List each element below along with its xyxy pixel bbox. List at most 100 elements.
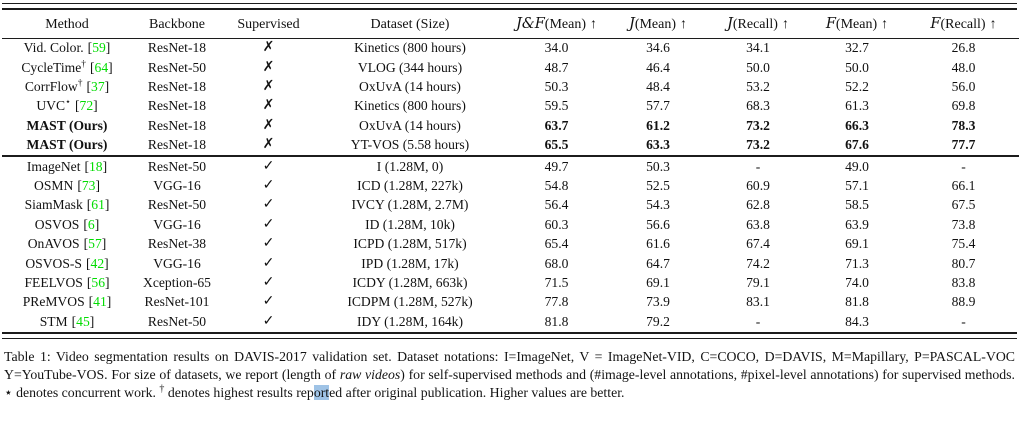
f-recall-cell: 78.3 bbox=[951, 117, 976, 133]
method-superscript: † bbox=[77, 78, 83, 89]
j-mean-cell: 50.3 bbox=[608, 155, 708, 177]
dataset-cell: IVCY (1.28M, 2.7M) bbox=[351, 197, 469, 213]
backbone-cell: ResNet-18 bbox=[147, 79, 207, 95]
dagger-icon: † bbox=[159, 383, 165, 395]
method-name: OnAVOS bbox=[27, 236, 80, 252]
citation[interactable]: [56] bbox=[87, 275, 110, 290]
j-recall-cell: 73.2 bbox=[746, 117, 770, 133]
method-cell: FEELVOS [56] bbox=[2, 274, 132, 293]
jf-mean-cell: 81.8 bbox=[544, 313, 569, 329]
f-mean-cell: 84.3 bbox=[845, 313, 869, 329]
citation[interactable]: [42] bbox=[86, 256, 109, 271]
f-recall-cell: 80.7 bbox=[951, 255, 976, 271]
citation-bracket-close: ] bbox=[104, 197, 110, 213]
method-name: FEELVOS bbox=[24, 274, 83, 290]
citation-bracket-open: [ bbox=[87, 40, 93, 56]
citation[interactable]: [37] bbox=[86, 79, 109, 94]
j-recall-cell: 62.8 bbox=[746, 197, 770, 213]
jf-mean-cell: 48.7 bbox=[544, 59, 569, 75]
caption-italic-raw-videos: raw videos bbox=[339, 366, 401, 382]
jf-mean-cell: 65.5 bbox=[544, 137, 569, 153]
jf-mean-cell: 63.7 bbox=[544, 117, 569, 133]
jf-mean-cell: 65.4 bbox=[544, 236, 569, 252]
dataset-cell: ICDPM (1.28M, 527k) bbox=[347, 294, 473, 310]
backbone-cell: ResNet-18 bbox=[147, 117, 207, 133]
f-mean-cell: 69.1 bbox=[845, 236, 869, 252]
method-cell: OnAVOS [57] bbox=[2, 235, 132, 254]
method-cell: STM [45] bbox=[2, 312, 132, 331]
col-header-jf-mean: J&F(Mean) ↑ bbox=[505, 10, 608, 39]
citation[interactable]: [57] bbox=[84, 236, 107, 251]
citation[interactable]: [45] bbox=[72, 314, 95, 329]
f-mean-cell: 32.7 bbox=[845, 40, 869, 56]
citation[interactable]: [41] bbox=[89, 294, 112, 309]
col-header-j-mean: J(Mean) ↑ bbox=[608, 10, 708, 39]
method-superscript: † bbox=[81, 59, 86, 70]
citation-bracket-open: [ bbox=[77, 178, 82, 194]
j-mean-cell: 61.2 bbox=[646, 117, 670, 133]
f-recall-cell: - bbox=[961, 313, 966, 329]
f-mean-cell: 52.2 bbox=[845, 79, 869, 95]
method-cell: OSVOS [6] bbox=[2, 216, 132, 235]
citation[interactable]: [18] bbox=[84, 159, 107, 174]
backbone-cell: VGG-16 bbox=[153, 178, 201, 194]
j-recall-cell: 53.2 bbox=[746, 79, 770, 95]
method-cell: CycleTime† [64] bbox=[2, 58, 132, 77]
method-cell: MAST (Ours)[] bbox=[2, 117, 132, 136]
citation[interactable]: [64] bbox=[90, 60, 113, 75]
j-recall-cell: - bbox=[755, 313, 761, 329]
f-recall-cell: 83.8 bbox=[951, 274, 976, 290]
citation-number: 42 bbox=[90, 255, 105, 271]
up-arrow-icon: ↑ bbox=[881, 17, 889, 32]
table-row: SiamMask [61] ResNet-50 ✓ IVCY (1.28M, 2.… bbox=[2, 196, 1019, 215]
citation-bracket-close: ] bbox=[104, 79, 110, 95]
jf-mean-cell: 59.5 bbox=[544, 98, 569, 114]
f-mean-cell: 71.3 bbox=[845, 255, 869, 271]
backbone-cell: ResNet-18 bbox=[147, 98, 207, 114]
citation[interactable]: [61] bbox=[87, 197, 110, 213]
f-recall-cell: 69.8 bbox=[951, 98, 976, 114]
table-top-rule bbox=[2, 3, 1017, 10]
dataset-cell: YT-VOS (5.58 hours) bbox=[350, 137, 470, 153]
citation-number: 45 bbox=[76, 313, 90, 329]
f-recall-cell: - bbox=[906, 155, 1019, 177]
j-recall-cell: 74.2 bbox=[746, 255, 770, 271]
table-row: Vid. Color. [59] ResNet-18 ✗ Kinetics (80… bbox=[2, 39, 1019, 59]
citation[interactable]: [6] bbox=[83, 217, 99, 232]
supervised-cell: ✓ bbox=[262, 294, 275, 310]
supervised-cell: ✗ bbox=[262, 79, 275, 95]
supervised-cell: ✗ bbox=[262, 98, 275, 114]
j-recall-cell: 50.0 bbox=[746, 59, 770, 75]
citation[interactable]: [72] bbox=[75, 98, 98, 114]
dataset-cell: IPD (1.28M, 17k) bbox=[361, 255, 459, 271]
jf-mean-cell: 71.5 bbox=[544, 274, 569, 290]
citation-bracket-open: [ bbox=[75, 98, 80, 114]
j-mean-cell: 64.7 bbox=[646, 255, 670, 271]
j-mean-cell: 73.9 bbox=[646, 294, 670, 310]
supervised-cell: ✓ bbox=[262, 313, 275, 329]
jf-mean-cell: 56.4 bbox=[544, 197, 569, 213]
citation[interactable]: [59] bbox=[88, 40, 111, 55]
jf-mean-cell: 77.8 bbox=[544, 294, 569, 310]
method-name: STM bbox=[39, 313, 68, 329]
j-mean-cell: 69.1 bbox=[646, 274, 670, 290]
f-mean-cell: 81.8 bbox=[845, 294, 869, 310]
citation-bracket-close: ] bbox=[105, 274, 110, 290]
citation[interactable]: [73] bbox=[77, 178, 100, 193]
citation-number: 72 bbox=[79, 98, 94, 114]
dataset-cell: OxUvA (14 hours) bbox=[359, 79, 461, 95]
method-name: OSVOS-S bbox=[25, 255, 82, 271]
dataset-cell: Kinetics (800 hours) bbox=[354, 98, 466, 114]
citation-bracket-close: ] bbox=[104, 255, 109, 271]
citation-bracket-open: [ bbox=[86, 255, 91, 271]
j-mean-cell: 46.4 bbox=[646, 59, 670, 75]
f-mean-cell: 58.5 bbox=[845, 197, 869, 213]
method-cell: UVC⋆ [72] bbox=[2, 97, 132, 116]
citation-bracket-open: [ bbox=[83, 216, 88, 232]
method-name: Vid. Color. bbox=[23, 40, 84, 56]
j-recall-cell: 68.3 bbox=[746, 98, 770, 114]
citation-number: 6 bbox=[87, 216, 95, 232]
dataset-cell: Kinetics (800 hours) bbox=[354, 40, 466, 56]
j-mean-cell: 52.5 bbox=[646, 178, 670, 194]
table-row: MAST (Ours)[] ResNet-18 ✗ YT-VOS (5.58 h… bbox=[2, 136, 1019, 156]
